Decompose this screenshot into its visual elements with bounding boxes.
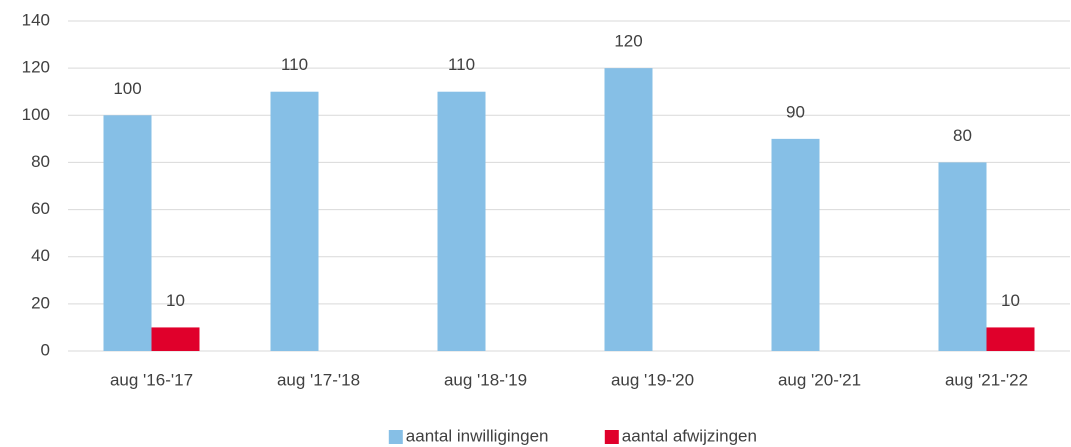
data-label: 90 bbox=[786, 102, 805, 121]
bar bbox=[604, 68, 653, 352]
legend-label: aantal afwijzingen bbox=[622, 426, 757, 445]
y-tick-label: 100 bbox=[22, 105, 50, 124]
x-tick-label: aug '17-'18 bbox=[277, 370, 360, 389]
data-label: 110 bbox=[281, 55, 308, 74]
data-label: 120 bbox=[614, 32, 642, 51]
bar bbox=[103, 115, 152, 352]
y-tick-label: 0 bbox=[41, 340, 50, 359]
data-label: 10 bbox=[166, 291, 185, 310]
legend-swatch bbox=[388, 430, 403, 444]
y-tick-label: 80 bbox=[31, 152, 50, 171]
bar bbox=[938, 162, 987, 351]
y-tick-label: 140 bbox=[22, 10, 50, 29]
data-label: 10 bbox=[1001, 291, 1020, 310]
x-tick-label: aug '19-'20 bbox=[611, 370, 694, 389]
data-label: 80 bbox=[953, 126, 972, 145]
bar bbox=[986, 327, 1035, 351]
legend-swatch bbox=[604, 430, 619, 444]
bar bbox=[151, 327, 200, 351]
y-tick-label: 40 bbox=[31, 246, 50, 265]
y-tick-label: 20 bbox=[31, 293, 50, 312]
y-tick-label: 60 bbox=[31, 199, 50, 218]
bar bbox=[771, 138, 820, 351]
x-tick-label: aug '18-'19 bbox=[444, 370, 527, 389]
x-tick-label: aug '21-'22 bbox=[945, 370, 1028, 389]
x-tick-label: aug '20-'21 bbox=[778, 370, 861, 389]
data-label: 110 bbox=[448, 55, 475, 74]
x-tick-label: aug '16-'17 bbox=[110, 370, 193, 389]
bar bbox=[270, 91, 319, 351]
legend-label: aantal inwilligingen bbox=[406, 426, 549, 445]
bar bbox=[437, 91, 486, 351]
y-tick-label: 120 bbox=[22, 58, 50, 77]
data-label: 100 bbox=[113, 79, 141, 98]
